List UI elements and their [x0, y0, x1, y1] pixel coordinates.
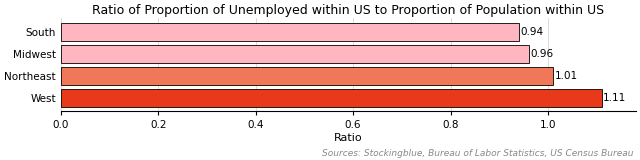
Bar [61, 45, 529, 63]
Text: 0.96: 0.96 [530, 49, 553, 59]
X-axis label: Ratio: Ratio [334, 133, 362, 143]
Bar [61, 23, 519, 41]
Bar [61, 89, 602, 107]
Bar [61, 67, 553, 85]
Text: 1.01: 1.01 [554, 71, 577, 81]
Text: 1.11: 1.11 [603, 93, 627, 103]
Title: Ratio of Proportion of Unemployed within US to Proportion of Population within U: Ratio of Proportion of Unemployed within… [92, 4, 604, 17]
Text: 0.94: 0.94 [520, 27, 543, 37]
Text: Sources: Stockingblue, Bureau of Labor Statistics, US Census Bureau: Sources: Stockingblue, Bureau of Labor S… [322, 149, 634, 158]
